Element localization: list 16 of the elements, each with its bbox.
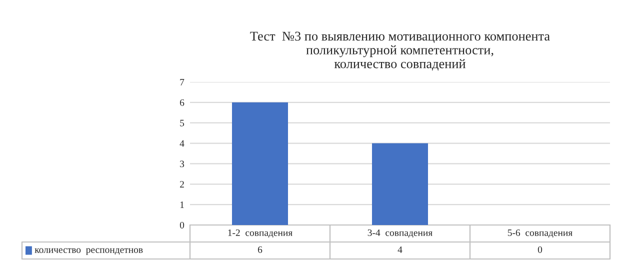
y-tick-label: 7: [180, 79, 184, 86]
x-tick-label: 1-2 совпадения: [228, 229, 292, 238]
y-tick-label: 6: [180, 99, 184, 106]
legend-label: количество респондетнов: [34, 248, 143, 255]
y-tick-label: 4: [180, 140, 184, 147]
data-label: 4: [398, 246, 402, 253]
y-tick-label: 0: [180, 222, 184, 228]
chart-title: Тест №3 по выявлению мотивационного компонента поликультурной компетентности, количество совпадений: [250, 32, 550, 71]
data-label: 0: [538, 246, 542, 253]
x-tick-label: 3-4 совпадения: [368, 229, 432, 238]
data-label: 6: [258, 246, 262, 253]
y-tick-label: 1: [180, 202, 184, 208]
y-tick-label: 2: [180, 181, 184, 188]
y-tick-label: 5: [180, 120, 184, 126]
y-tick-label: 3: [180, 160, 184, 168]
x-tick-label: 5-6 совпадения: [508, 229, 572, 238]
